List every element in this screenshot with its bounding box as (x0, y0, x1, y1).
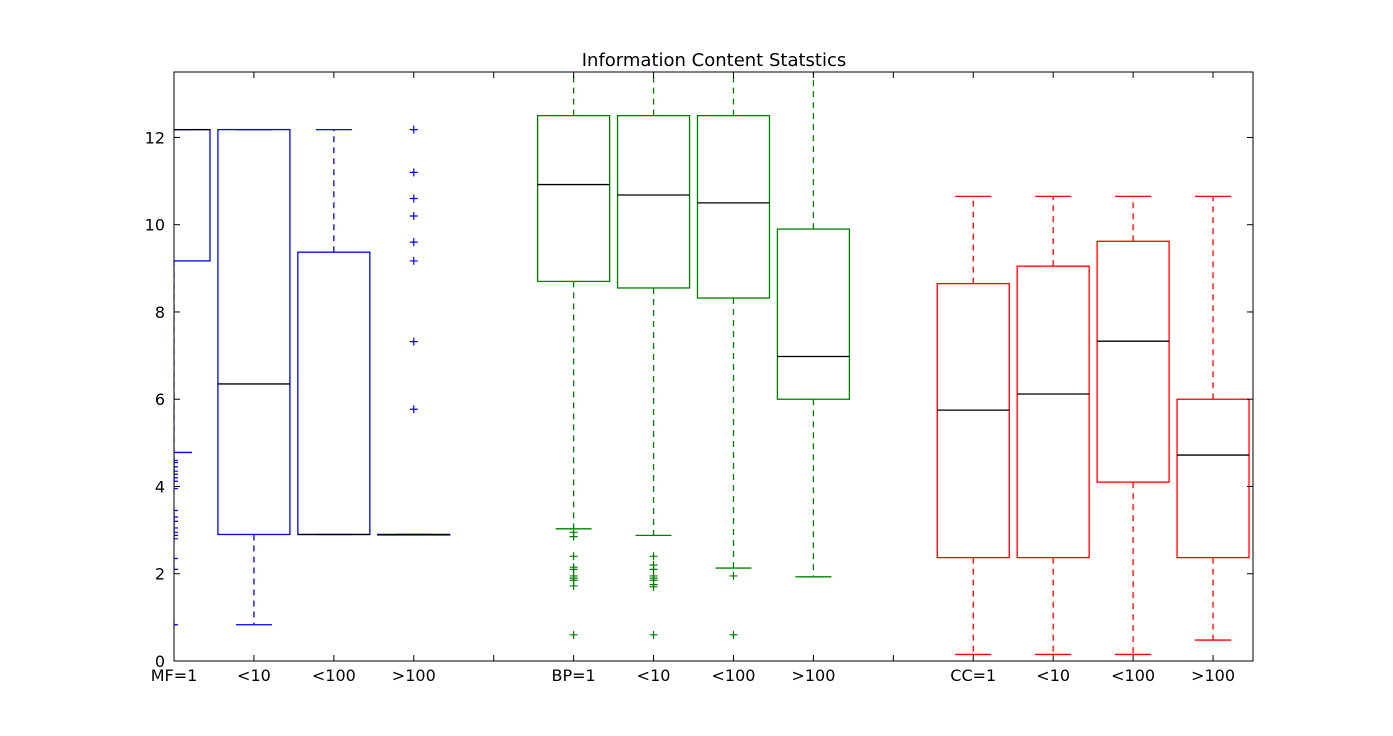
box-1-1-flier-8 (649, 630, 658, 639)
box-0-3-flier-1 (409, 168, 418, 177)
box-2-2 (1096, 195, 1170, 656)
box-2-3 (1176, 195, 1250, 641)
x-tick-label-0-0: MF=1 (151, 666, 198, 685)
y-tick-label-5: 10 (145, 216, 165, 235)
box-1-2-flier-0 (729, 571, 738, 580)
x-tick-label-1-3: >100 (791, 666, 835, 685)
box-0-0-flier-11 (174, 523, 178, 532)
box-2-0-box (936, 282, 1010, 559)
x-tick-label-2-1: <10 (1036, 666, 1070, 685)
box-1-2-flier-1 (729, 630, 738, 639)
box-0-3-flier-6 (409, 337, 418, 346)
box-0-0-flier-10 (174, 517, 178, 526)
box-0-3-flier-4 (409, 238, 418, 247)
box-1-1-flier-0 (649, 552, 658, 561)
box-0-0-flier-5 (174, 473, 178, 482)
axis-ticks: 0 2 4 6 8 10 12 MF=1 <10 <100 >100 BP=1 <10 <100 >100 C… (145, 72, 1253, 685)
box-1-2-box (696, 114, 771, 299)
box-0-0-box (174, 128, 211, 262)
box-0-0-flier-4 (174, 470, 178, 479)
box-0-0-flier-13 (174, 531, 178, 540)
box-0-0-flier-16 (174, 565, 178, 574)
box-0-2-box (297, 251, 371, 536)
box-0-0-flier-3 (174, 467, 178, 476)
axes-frame (173, 71, 1254, 662)
y-tick-label-1: 2 (155, 565, 165, 584)
box-1-2 (696, 72, 771, 639)
x-tick-label-1-0: BP=1 (552, 666, 596, 685)
box-0-3-flier-3 (409, 211, 418, 220)
box-1-0-flier-8 (569, 581, 578, 590)
box-2-1-box (1016, 265, 1090, 559)
x-tick-label-1-1: <10 (637, 666, 671, 685)
box-0-1 (217, 128, 291, 626)
box-1-1 (616, 72, 691, 639)
box-0-0 (174, 128, 211, 629)
x-tick-label-2-3: >100 (1191, 666, 1235, 685)
x-tick-label-2-2: <100 (1111, 666, 1155, 685)
y-tick-label-0: 0 (155, 652, 165, 671)
box-1-1-flier-7 (649, 582, 658, 591)
box-0-0-flier-12 (174, 528, 178, 537)
box-0-0-flier-0 (174, 456, 178, 465)
box-1-0-flier-9 (569, 630, 578, 639)
y-tick-label-3: 6 (155, 390, 165, 409)
x-tick-label-0-3: >100 (392, 666, 436, 685)
y-tick-label-2: 4 (155, 477, 165, 496)
x-tick-label-0-2: <100 (312, 666, 356, 685)
box-0-3 (377, 125, 451, 536)
chart-title: Information Content Statstics (582, 50, 847, 71)
box-0-0-flier-15 (174, 554, 178, 563)
box-1-0-flier-2 (569, 552, 578, 561)
box-0-0-flier-14 (174, 534, 178, 543)
x-tick-label-1-2: <100 (712, 666, 756, 685)
box-2-1 (1016, 195, 1090, 656)
plot-area (174, 72, 1250, 656)
box-1-0-flier-1 (569, 532, 578, 541)
box-1-0-box (536, 114, 611, 283)
box-2-3-box (1176, 398, 1250, 559)
box-1-3-box (776, 228, 851, 400)
box-0-0-flier-1 (174, 458, 178, 467)
box-2-0 (936, 195, 1010, 656)
x-tick-label-2-0: CC=1 (950, 666, 996, 685)
box-0-0-flier-6 (174, 477, 178, 486)
y-tick-label-4: 8 (155, 303, 165, 322)
box-0-0-flier-9 (174, 513, 178, 522)
box-0-0-flier-2 (174, 462, 178, 471)
box-0-0-flier-8 (174, 506, 178, 515)
box-1-0 (536, 72, 611, 639)
box-0-3-flier-0 (409, 125, 418, 134)
box-2-2-box (1096, 240, 1170, 483)
box-0-3-flier-7 (409, 405, 418, 414)
box-1-3 (776, 72, 851, 578)
box-0-3-flier-5 (409, 256, 418, 265)
box-1-1-box (616, 114, 691, 289)
y-tick-label-6: 12 (145, 128, 165, 147)
box-0-0-flier-7 (174, 484, 178, 493)
x-tick-label-0-1: <10 (237, 666, 271, 685)
box-0-3-flier-2 (409, 194, 418, 203)
box-0-0-flier-17 (174, 620, 178, 629)
box-0-1-box (217, 128, 291, 536)
box-0-2 (297, 128, 371, 536)
